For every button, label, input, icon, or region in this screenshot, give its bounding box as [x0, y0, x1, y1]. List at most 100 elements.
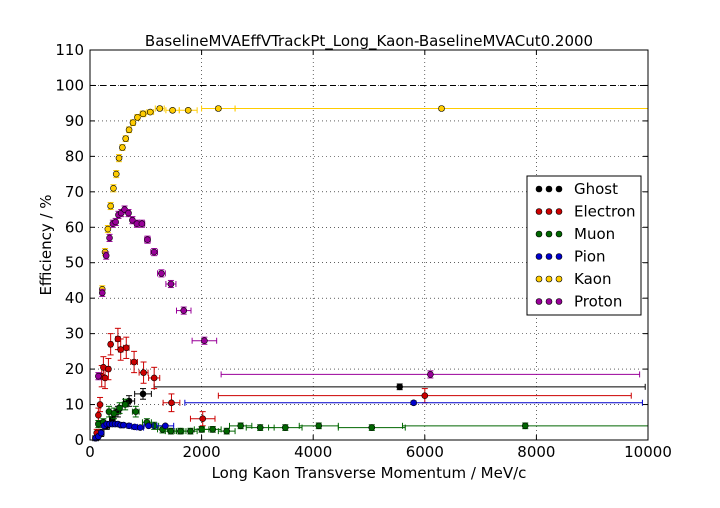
proton-data-point	[138, 220, 146, 228]
legend-label-proton: Proton	[574, 293, 622, 311]
muon-data-point	[198, 426, 205, 433]
kaon-data-point	[215, 105, 222, 112]
proton-data-point	[180, 307, 188, 314]
x-tick-label: 2000	[183, 443, 221, 461]
legend-item-kaon: Kaon	[535, 270, 611, 288]
kaon-data-point	[119, 144, 126, 151]
proton-data-point	[167, 280, 175, 288]
kaon-data-point	[156, 105, 164, 112]
legend-label-kaon: Kaon	[574, 270, 611, 288]
y-tick-label: 60	[65, 218, 84, 236]
electron-data-point	[150, 374, 158, 382]
muon-data-point	[237, 422, 244, 430]
y-tick-label: 90	[65, 112, 84, 130]
muon-data-point	[116, 404, 123, 412]
proton-data-point	[125, 209, 132, 217]
electron-data-point	[105, 365, 112, 373]
muon-data-point	[110, 410, 118, 417]
electron-data-point	[117, 346, 124, 353]
legend: Ghost Electron Muon Pion Kaon Proton	[526, 175, 642, 316]
electron-data-point	[96, 401, 104, 408]
proton-data-point	[150, 248, 158, 256]
muon-data-point	[187, 427, 194, 435]
y-tick-label: 40	[65, 289, 84, 307]
legend-marker-muon	[535, 230, 543, 238]
legend-marker-muon	[545, 230, 553, 238]
pion-data-point	[97, 429, 105, 437]
proton-data-point	[106, 234, 113, 242]
proton-data-point	[112, 218, 119, 226]
kaon-data-point	[184, 106, 192, 114]
proton-data-point	[95, 372, 102, 380]
kaon-data-point	[125, 126, 133, 134]
legend-item-pion: Pion	[535, 248, 606, 266]
series-proton	[95, 205, 641, 381]
x-tick-label: 0	[85, 443, 95, 461]
muon-data-point	[315, 422, 323, 430]
legend-marker-muon	[555, 230, 563, 238]
kaon-data-point	[146, 108, 154, 116]
muon-data-point	[121, 401, 129, 408]
series-pion	[92, 399, 643, 442]
electron-data-point	[107, 340, 114, 348]
muon-data-point	[521, 422, 529, 430]
x-axis-title: Long Kaon Transverse Momentum / MeV/c	[212, 464, 527, 482]
muon-data-point	[132, 408, 140, 415]
kaon-data-point	[139, 110, 147, 118]
muon-data-point	[368, 424, 376, 431]
legend-marker-kaon	[555, 275, 563, 283]
legend-items: Ghost Electron Muon Pion Kaon Proton	[535, 180, 636, 311]
legend-label-muon: Muon	[574, 225, 615, 243]
plot-frame	[89, 49, 649, 441]
legend-label-ghost: Ghost	[574, 180, 618, 198]
pion-data-point	[410, 399, 417, 407]
proton-data-point	[144, 236, 151, 243]
legend-marker-electron	[535, 208, 543, 215]
x-tick-label: 6000	[406, 443, 444, 461]
legend-marker-proton	[535, 298, 543, 305]
kaon-data-point	[134, 114, 141, 121]
chart-title: BaselineMVAEffVTrackPt_Long_Kaon-Baselin…	[145, 32, 593, 51]
kaon-data-point	[112, 170, 120, 178]
proton-data-point	[98, 289, 106, 297]
ghost-data-point	[396, 383, 403, 391]
legend-item-electron: Electron	[535, 203, 636, 221]
series-layer	[92, 105, 649, 442]
muon-data-point	[223, 427, 231, 435]
electron-data-point	[199, 415, 207, 423]
y-tick-label: 70	[65, 183, 84, 201]
proton-data-point	[201, 337, 208, 345]
legend-marker-electron	[545, 208, 553, 215]
proton-data-point	[102, 252, 110, 259]
legend-marker-pion	[555, 253, 563, 260]
kaon-data-point	[122, 135, 130, 142]
muon-data-point	[167, 427, 175, 435]
kaon-data-point	[104, 225, 112, 233]
legend-item-proton: Proton	[535, 293, 622, 311]
pion-data-point	[125, 422, 133, 430]
y-tick-label: 0	[74, 431, 84, 449]
pion-data-point	[145, 422, 152, 430]
kaon-data-point	[115, 154, 123, 162]
legend-item-muon: Muon	[535, 225, 615, 243]
legend-marker-kaon	[545, 275, 553, 283]
legend-marker-proton	[555, 298, 563, 305]
pion-data-point	[136, 424, 144, 431]
legend-label-pion: Pion	[574, 248, 606, 266]
tick-layer: 0 2000 4000 6000 8000 10000 0 10 20 30 40 50 60 70 80 9…	[55, 41, 672, 461]
electron-data-point	[122, 344, 130, 352]
kaon-data-point	[129, 119, 137, 126]
y-tick-label: 10	[65, 396, 84, 414]
y-tick-label: 110	[55, 41, 84, 59]
y-tick-label: 80	[65, 147, 84, 165]
muon-data-point	[281, 424, 289, 431]
legend-label-electron: Electron	[574, 203, 636, 221]
series-kaon	[98, 105, 649, 294]
legend-marker-kaon	[535, 275, 543, 283]
electron-data-point	[130, 358, 138, 366]
pion-data-point	[162, 422, 169, 430]
legend-box	[526, 175, 642, 316]
legend-marker-ghost	[555, 185, 563, 193]
